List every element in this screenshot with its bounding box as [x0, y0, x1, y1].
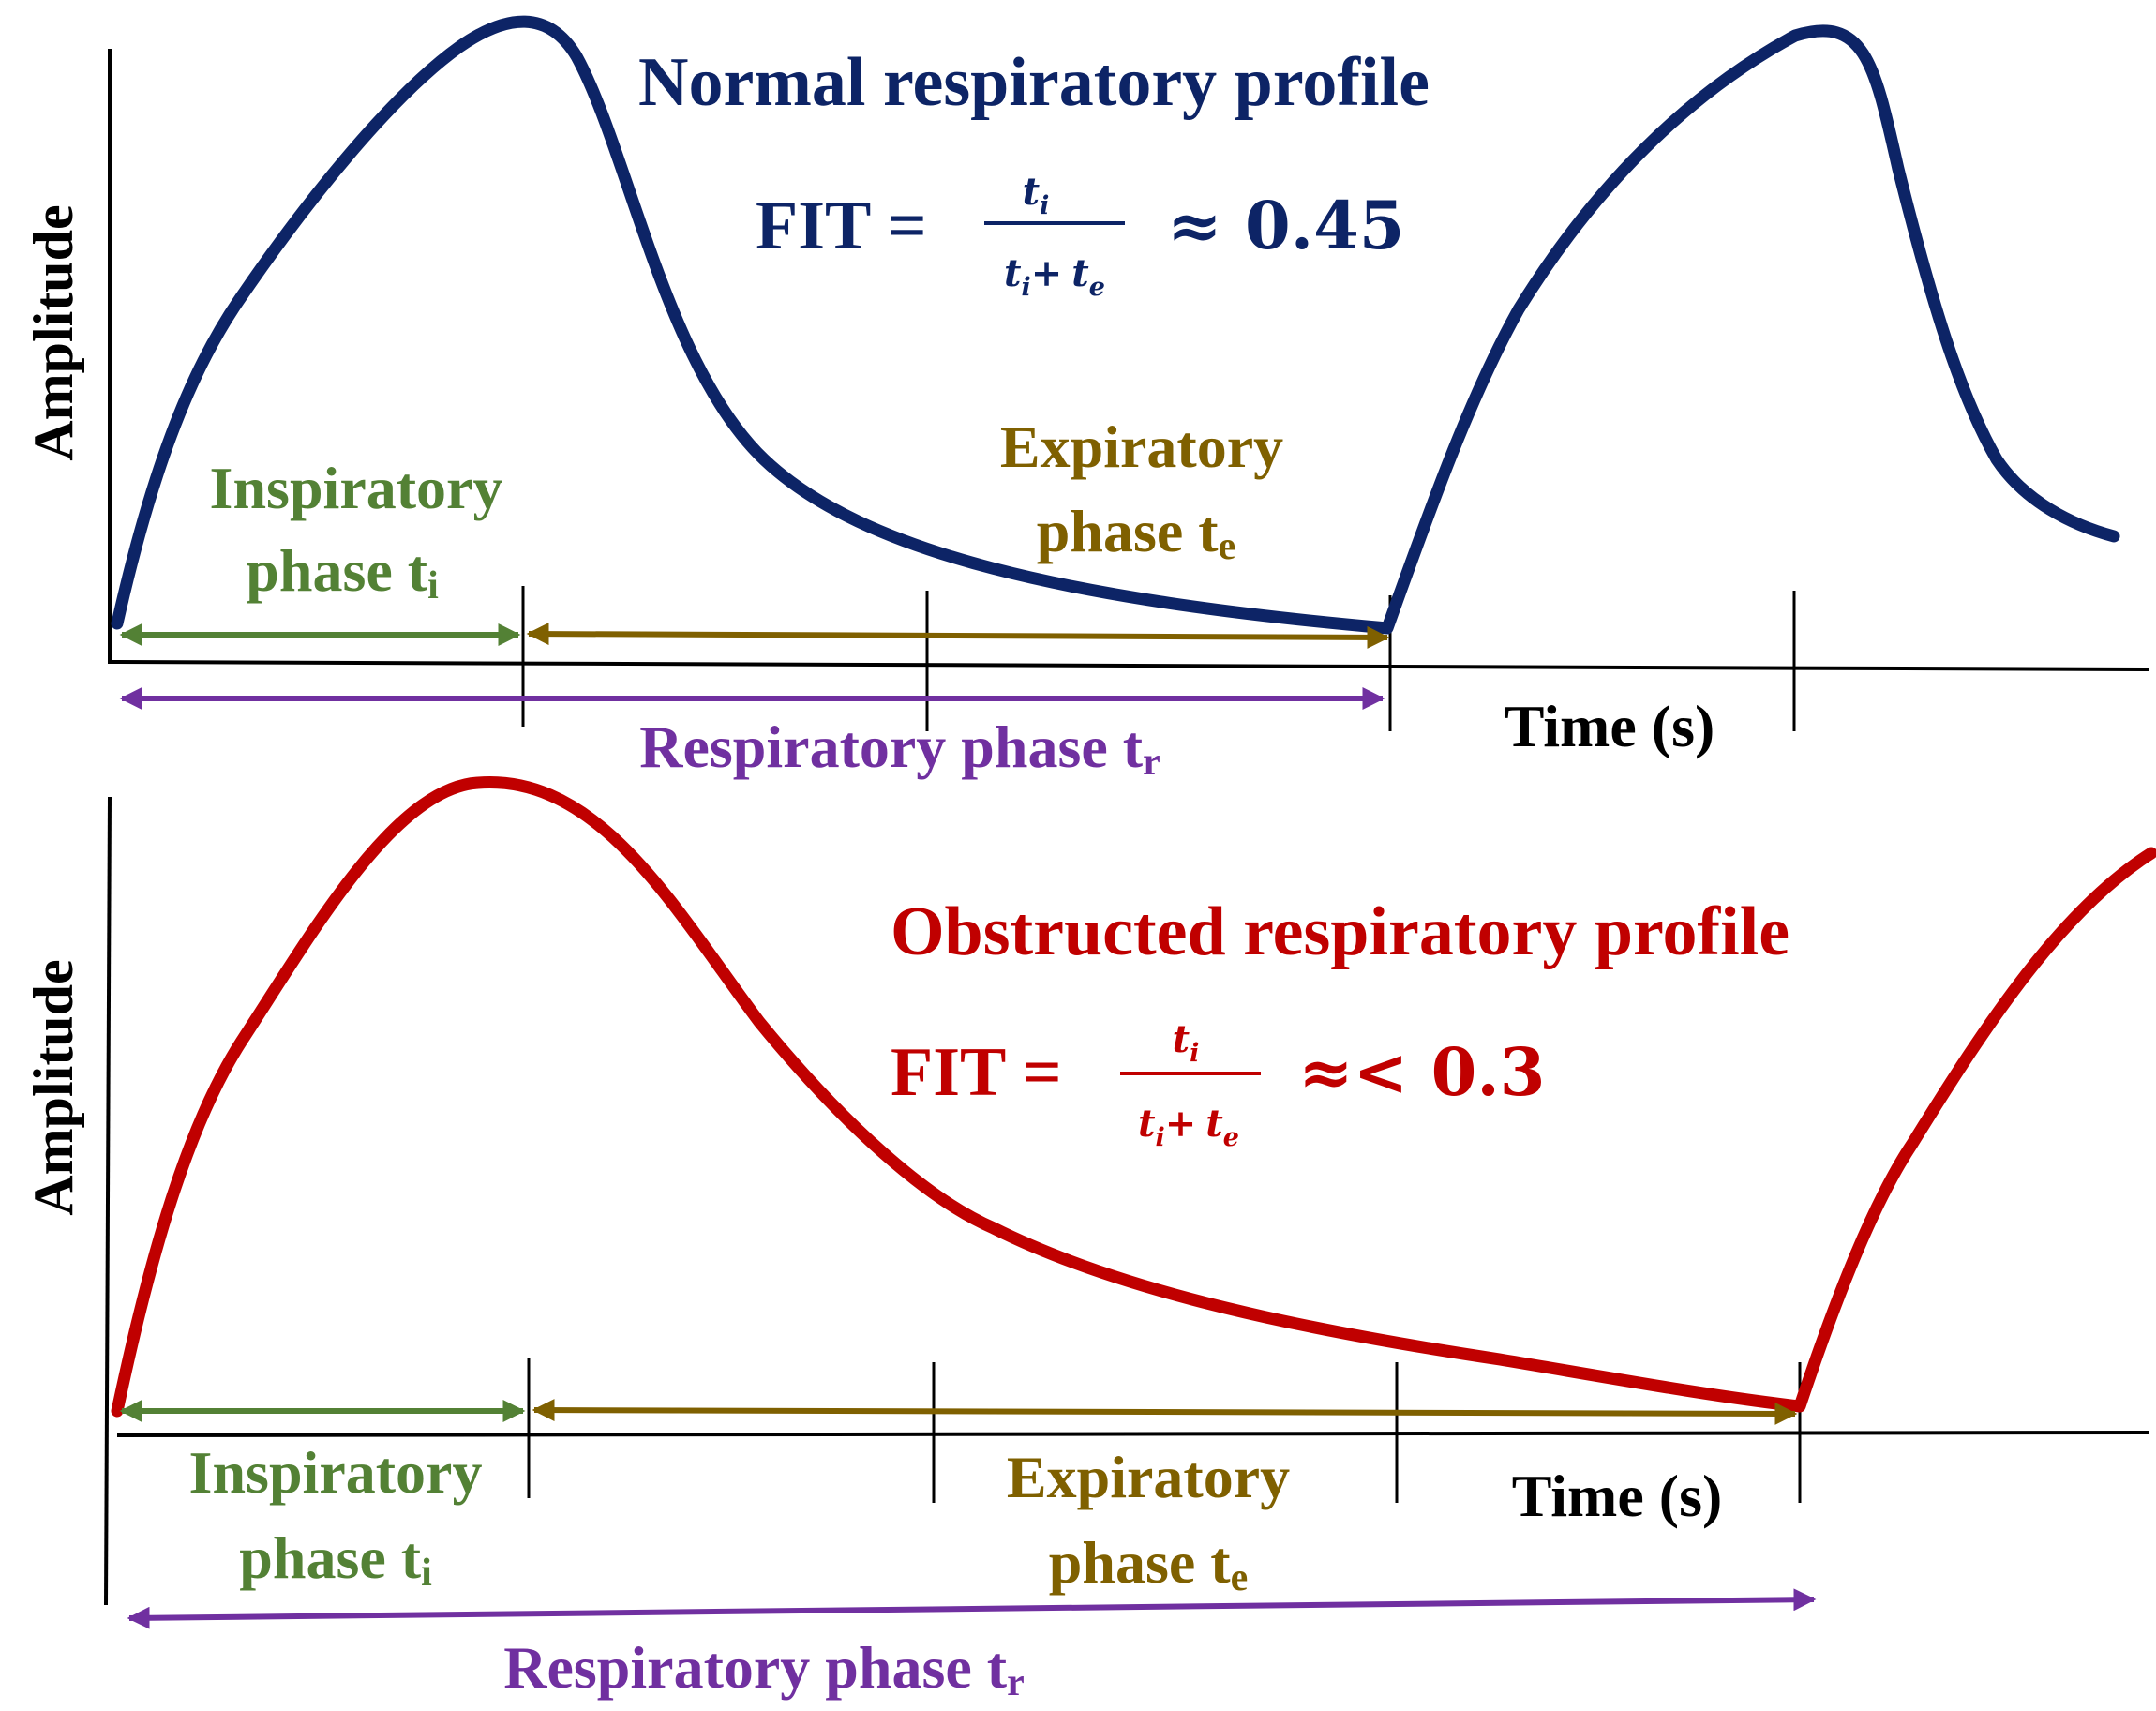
svg-text:FIT =: FIT = — [891, 1034, 1062, 1111]
svg-text:Expiratory: Expiratory — [1000, 413, 1283, 480]
top-expiratory-arrow — [526, 623, 1390, 649]
bottom-x-axis — [116, 1431, 2149, 1437]
top-inspiratory-label: Inspiratory phase ti — [210, 455, 503, 608]
bottom-expiratory-arrow — [532, 1399, 1798, 1425]
bottom-y-axis-label: Amplitude — [22, 959, 84, 1215]
svg-text:≈< 0.3: ≈< 0.3 — [1298, 1033, 1545, 1111]
bottom-title: Obstructed respiratory profile — [891, 893, 1789, 970]
normal-respiratory-waveform — [111, 15, 2120, 635]
svg-text:Inspiratory: Inspiratory — [210, 455, 503, 521]
top-expiratory-label: Expiratory phase te — [1000, 413, 1283, 568]
top-panel: Amplitude Normal respiratory profile FIT… — [22, 15, 2149, 784]
svg-text:Inspiratory: Inspiratory — [189, 1439, 483, 1506]
bottom-panel: Amplitude Obstructed respiratory profile… — [22, 776, 2156, 1704]
svg-text:FIT =: FIT = — [756, 188, 927, 264]
svg-text:ti: ti — [1023, 170, 1050, 220]
bottom-fit-formula: FIT = ti ti+ te ≈< 0.3 — [891, 1017, 1545, 1152]
top-title: Normal respiratory profile — [638, 44, 1430, 121]
top-x-axis-label: Time (s) — [1505, 693, 1715, 759]
bottom-inspiratory-label: Inspiratory phase ti — [189, 1439, 483, 1595]
svg-text:phase ti: phase ti — [246, 537, 439, 608]
bottom-y-axis — [104, 796, 112, 1606]
bottom-respiratory-arrow — [127, 1588, 1817, 1629]
top-y-axis-label: Amplitude — [22, 204, 84, 460]
bottom-respiratory-label: Respiratory phase tr — [503, 1634, 1025, 1704]
top-respiratory-label: Respiratory phase tr — [639, 713, 1160, 784]
top-x-axis — [109, 660, 2149, 671]
bottom-x-axis-label: Time (s) — [1512, 1463, 1723, 1529]
obstructed-respiratory-waveform — [111, 776, 2156, 1418]
svg-text:≈ 0.45: ≈ 0.45 — [1167, 187, 1405, 264]
bottom-expiratory-label: Expiratory phase te — [1007, 1444, 1290, 1599]
top-fit-formula: FIT = ti ti+ te ≈ 0.45 — [756, 170, 1405, 302]
svg-text:phase te: phase te — [1037, 498, 1235, 568]
svg-text:phase te: phase te — [1049, 1529, 1248, 1599]
svg-text:ti: ti — [1173, 1017, 1200, 1068]
svg-text:ti+te: ti+ te — [1138, 1102, 1239, 1152]
svg-text:ti+te: ti+ te — [1004, 251, 1105, 302]
svg-text:Expiratory: Expiratory — [1007, 1444, 1290, 1510]
svg-text:phase ti: phase ti — [239, 1524, 432, 1595]
